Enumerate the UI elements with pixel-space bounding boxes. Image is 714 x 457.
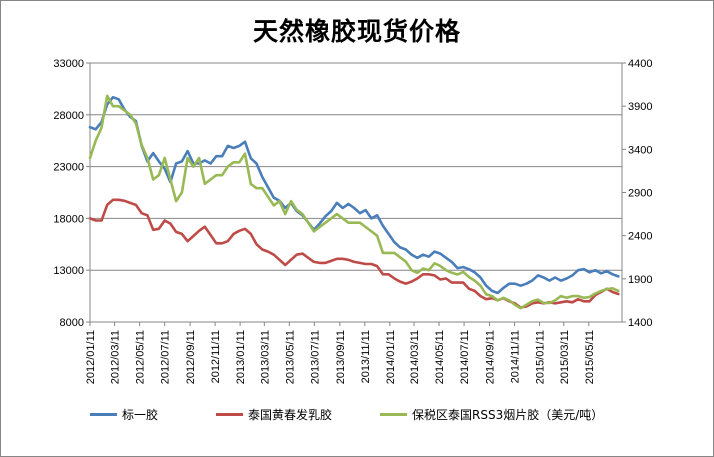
legend-label-series-1: 标一胶	[122, 408, 159, 422]
series-line-2	[88, 198, 620, 309]
x-tick-label-2015/05/11: 2015/05/11	[584, 330, 596, 384]
right-tick-label-3400: 3400	[628, 144, 652, 156]
x-tick-label-2014/03/11: 2014/03/11	[409, 330, 421, 384]
x-axis-ticks: 2012/01/11 2012/03/11 2012/05/11 2012/07/11…	[85, 322, 596, 384]
gridlines	[90, 62, 622, 271]
right-tick-label-2900: 2900	[628, 188, 652, 200]
x-tick-label-2012/03/11: 2012/03/11	[110, 330, 122, 384]
x-tick-label-2012/05/11: 2012/05/11	[135, 330, 147, 384]
x-tick-label-2013/01/11: 2013/01/11	[235, 330, 247, 384]
chart-title: 天然橡胶现货价格	[252, 17, 461, 46]
x-tick-label-2013/07/11: 2013/07/11	[309, 330, 321, 384]
right-tick-label-2400: 2400	[628, 231, 652, 243]
legend-swatch-series-1	[90, 413, 117, 416]
x-tick-label-2015/01/11: 2015/01/11	[535, 330, 547, 384]
legend: 标一胶 泰国黄春发乳胶 保税区泰国RSS3烟片胶（美元/吨）	[0, 406, 714, 426]
x-tick-label-2012/09/11: 2012/09/11	[185, 330, 197, 384]
left-tick-label-33000: 33000	[53, 58, 84, 70]
x-tick-label-2013/03/11: 2013/03/11	[259, 330, 271, 384]
series-lines	[88, 94, 620, 310]
x-tick-label-2013/05/11: 2013/05/11	[284, 330, 296, 384]
legend-item-series-3: 保税区泰国RSS3烟片胶（美元/吨）	[380, 406, 603, 423]
x-tick-label-2013/09/11: 2013/09/11	[335, 330, 347, 384]
left-tick-label-23000: 23000	[53, 162, 84, 174]
x-tick-label-2014/01/11: 2014/01/11	[385, 330, 397, 384]
series-line-3	[88, 94, 620, 310]
x-tick-label-2012/07/11: 2012/07/11	[160, 330, 172, 384]
right-axis-ticks: 1400 1900 2400 2900 3400 3900 4400	[622, 58, 652, 329]
left-tick-label-8000: 8000	[60, 317, 84, 329]
legend-swatch-series-3	[380, 413, 407, 416]
legend-item-series-2: 泰国黄春发乳胶	[216, 406, 332, 423]
x-tick-label-2013/11/11: 2013/11/11	[360, 330, 372, 383]
axes	[89, 63, 623, 323]
legend-swatch-series-2	[216, 413, 243, 416]
left-axis-ticks: 8000 13000 18000 23000 28000 33000	[53, 58, 90, 329]
right-tick-label-4400: 4400	[628, 58, 652, 70]
right-tick-label-3900: 3900	[628, 101, 652, 113]
x-tick-label-2014/11/11: 2014/11/11	[510, 330, 522, 383]
x-tick-label-2014/09/11: 2014/09/11	[485, 330, 497, 384]
legend-item-series-1: 标一胶	[90, 406, 158, 423]
x-tick-label-2012/11/11: 2012/11/11	[210, 330, 222, 383]
x-tick-label-2012/01/11: 2012/01/11	[85, 330, 97, 384]
legend-label-series-2: 泰国黄春发乳胶	[248, 408, 333, 422]
x-tick-label-2015/03/11: 2015/03/11	[559, 330, 571, 384]
left-tick-label-18000: 18000	[53, 213, 84, 225]
right-tick-label-1900: 1900	[628, 274, 652, 286]
right-tick-label-1400: 1400	[628, 317, 652, 329]
left-tick-label-28000: 28000	[53, 110, 84, 122]
x-tick-label-2014/05/11: 2014/05/11	[434, 330, 446, 384]
left-tick-label-13000: 13000	[53, 265, 84, 277]
x-tick-label-2014/07/11: 2014/07/11	[459, 330, 471, 384]
legend-label-series-3: 保税区泰国RSS3烟片胶（美元/吨）	[412, 408, 604, 422]
series-line-1	[88, 95, 620, 295]
